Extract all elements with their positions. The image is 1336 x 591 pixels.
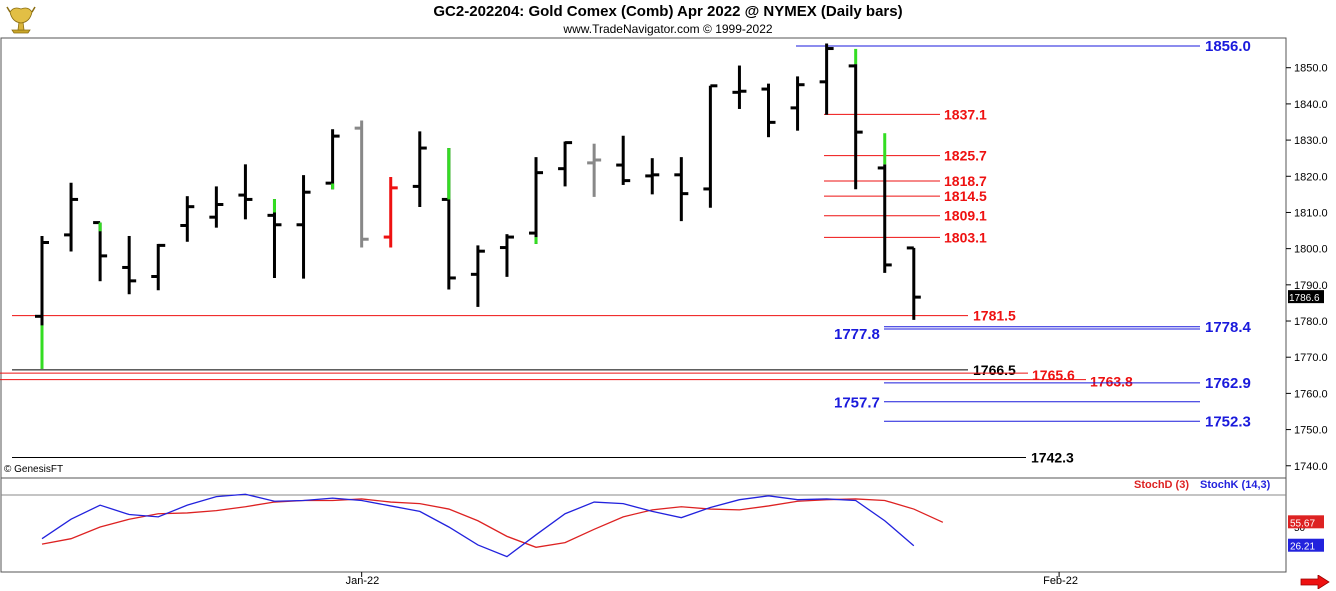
chart-title: GC2-202204: Gold Comex (Comb) Apr 2022 @… xyxy=(433,3,903,20)
stoch-series-d xyxy=(41,498,944,548)
level-label-1762-9: 1762.9 xyxy=(1205,375,1251,392)
y-tick-label: 1780.0 xyxy=(1294,316,1328,328)
level-label-1814-5: 1814.5 xyxy=(944,188,987,204)
level-label-1778-4: 1778.4 xyxy=(1205,319,1252,336)
stoch-legend-d: StochD (3) xyxy=(1134,479,1189,491)
scroll-right-arrow-icon[interactable] xyxy=(1300,575,1330,589)
level-label-1856-0: 1856.0 xyxy=(1205,38,1251,55)
level-label-1757-7: 1757.7 xyxy=(834,395,880,412)
level-label-1742-3: 1742.3 xyxy=(1031,449,1074,465)
y-tick-label: 1820.0 xyxy=(1294,171,1328,183)
last-price-box xyxy=(1288,290,1324,304)
level-label-1781-5: 1781.5 xyxy=(973,308,1016,324)
level-label-1766-5: 1766.5 xyxy=(973,362,1016,378)
level-label-1763-8: 1763.8 xyxy=(1090,374,1133,390)
level-label-1777-8: 1777.8 xyxy=(834,326,880,343)
y-tick-label: 1810.0 xyxy=(1294,207,1328,219)
stoch-y-tick-label: 50 xyxy=(1294,523,1306,534)
stoch-last-box-d xyxy=(1288,515,1324,529)
y-tick-label: 1790.0 xyxy=(1294,280,1328,292)
stoch-last-label-k: 26.21 xyxy=(1290,542,1315,553)
bull-trophy-icon xyxy=(6,6,36,34)
y-tick-label: 1800.0 xyxy=(1294,244,1328,256)
level-label-1809-1: 1809.1 xyxy=(944,208,987,224)
chart-subtitle: www.TradeNavigator.com © 1999-2022 xyxy=(563,22,773,36)
stoch-series-k xyxy=(41,493,915,558)
stoch-legend-k: StochK (14,3) xyxy=(1200,479,1271,491)
y-tick-label: 1850.0 xyxy=(1294,63,1328,75)
stoch-last-label-d: 55.67 xyxy=(1290,518,1315,529)
y-tick-label: 1760.0 xyxy=(1294,388,1328,400)
x-tick-label: Feb-22 xyxy=(1043,575,1078,587)
y-tick-label: 1740.0 xyxy=(1294,461,1328,473)
copyright-label: © GenesisFT xyxy=(4,464,63,475)
level-label-1837-1: 1837.1 xyxy=(944,106,987,122)
stoch-last-box-k xyxy=(1288,538,1324,552)
price-panel-frame xyxy=(0,37,1287,479)
y-tick-label: 1770.0 xyxy=(1294,352,1328,364)
level-label-1752-3: 1752.3 xyxy=(1205,413,1251,430)
stochastic-panel-frame xyxy=(0,477,1287,573)
last-price-label: 1786.6 xyxy=(1289,293,1320,304)
level-label-1825-7: 1825.7 xyxy=(944,148,987,164)
level-label-1803-1: 1803.1 xyxy=(944,229,987,245)
y-tick-label: 1830.0 xyxy=(1294,135,1328,147)
level-label-1818-7: 1818.7 xyxy=(944,173,987,189)
y-tick-label: 1750.0 xyxy=(1294,425,1328,437)
y-tick-label: 1840.0 xyxy=(1294,99,1328,111)
x-tick-label: Jan-22 xyxy=(346,575,380,587)
level-label-1765-6: 1765.6 xyxy=(1032,367,1075,383)
